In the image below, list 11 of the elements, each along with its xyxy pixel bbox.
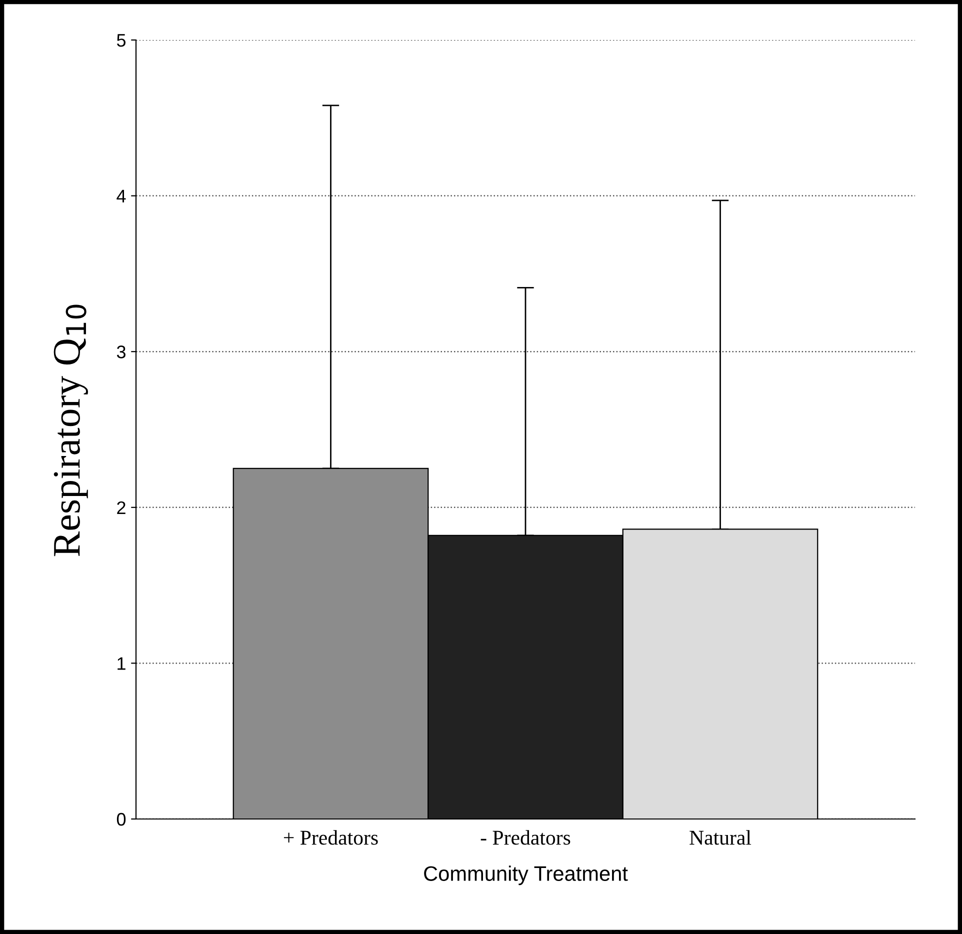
y-tick-label: 0 — [116, 812, 126, 826]
y-tick-label: 4 — [116, 190, 126, 202]
y-tick-label: 5 — [116, 34, 126, 47]
y-tick-label: 1 — [118, 657, 126, 670]
x-tick-label: - Predators — [480, 830, 570, 845]
x-tick-label: + Predators — [284, 830, 378, 845]
x-tick-label: Natural — [690, 830, 752, 845]
x-axis-title: Community Treatment — [424, 866, 628, 886]
y-axis-title: Respiratory Q$_{10}$ — [54, 304, 88, 556]
y-tick-label: 2 — [117, 501, 126, 514]
y-tick-label: 3 — [116, 346, 126, 358]
